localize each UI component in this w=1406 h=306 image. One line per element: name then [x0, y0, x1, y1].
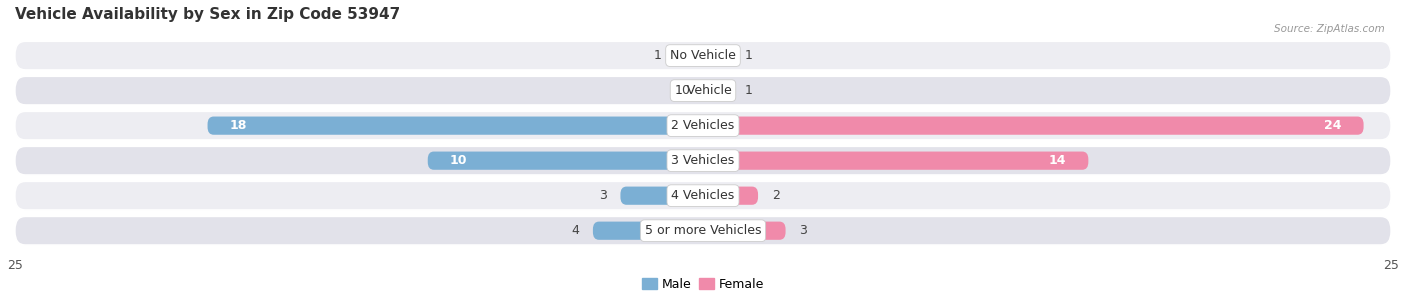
FancyBboxPatch shape [15, 216, 1391, 245]
Text: 1: 1 [744, 84, 752, 97]
Text: 3: 3 [599, 189, 606, 202]
FancyBboxPatch shape [703, 151, 1088, 170]
Text: 24: 24 [1324, 119, 1341, 132]
FancyBboxPatch shape [703, 117, 1364, 135]
Text: 2 Vehicles: 2 Vehicles [672, 119, 734, 132]
Text: 1: 1 [744, 49, 752, 62]
FancyBboxPatch shape [427, 151, 703, 170]
FancyBboxPatch shape [208, 117, 703, 135]
Text: 1 Vehicle: 1 Vehicle [675, 84, 731, 97]
FancyBboxPatch shape [15, 146, 1391, 175]
Text: No Vehicle: No Vehicle [671, 49, 735, 62]
FancyBboxPatch shape [15, 111, 1391, 140]
Text: 4 Vehicles: 4 Vehicles [672, 189, 734, 202]
FancyBboxPatch shape [703, 47, 731, 65]
FancyBboxPatch shape [15, 76, 1391, 105]
Text: Vehicle Availability by Sex in Zip Code 53947: Vehicle Availability by Sex in Zip Code … [15, 7, 401, 22]
Text: 2: 2 [772, 189, 780, 202]
FancyBboxPatch shape [703, 187, 758, 205]
FancyBboxPatch shape [620, 187, 703, 205]
Text: Source: ZipAtlas.com: Source: ZipAtlas.com [1274, 24, 1385, 35]
Legend: Male, Female: Male, Female [637, 273, 769, 296]
Text: 0: 0 [682, 84, 689, 97]
Text: 1: 1 [654, 49, 662, 62]
FancyBboxPatch shape [703, 81, 731, 100]
Text: 14: 14 [1049, 154, 1066, 167]
Text: 10: 10 [450, 154, 467, 167]
FancyBboxPatch shape [593, 222, 703, 240]
Text: 3 Vehicles: 3 Vehicles [672, 154, 734, 167]
Text: 18: 18 [229, 119, 247, 132]
Text: 4: 4 [571, 224, 579, 237]
FancyBboxPatch shape [15, 181, 1391, 210]
FancyBboxPatch shape [675, 47, 703, 65]
Text: 5 or more Vehicles: 5 or more Vehicles [645, 224, 761, 237]
Text: 3: 3 [800, 224, 807, 237]
FancyBboxPatch shape [15, 41, 1391, 70]
FancyBboxPatch shape [703, 222, 786, 240]
